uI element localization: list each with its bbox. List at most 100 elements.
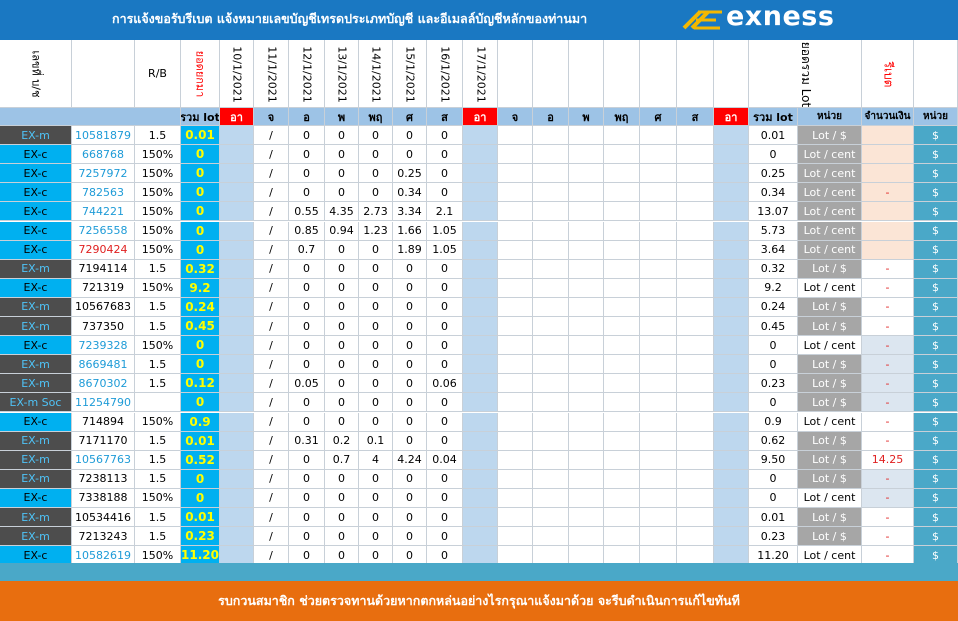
day-separator[interactable]: / [254, 374, 289, 394]
rebate-rate[interactable]: 150% [135, 145, 181, 165]
day-cell-empty[interactable] [640, 469, 677, 489]
day-cell-sun[interactable] [463, 221, 498, 241]
day-lot[interactable]: 0 [393, 336, 427, 356]
day-lot[interactable]: 0 [427, 412, 463, 432]
day-lot[interactable]: 0 [393, 355, 427, 375]
day-cell-empty[interactable] [604, 317, 640, 337]
currency-cell[interactable]: $ [914, 202, 958, 222]
day-lot[interactable]: 0.2 [325, 431, 359, 451]
header-cell[interactable] [640, 40, 677, 108]
total-lot[interactable]: 3.64 [749, 240, 798, 260]
day-lot[interactable]: 0 [359, 259, 393, 279]
day-lot[interactable]: 0.25 [393, 164, 427, 184]
account-number[interactable]: 714894 [72, 412, 135, 432]
day-cell-empty[interactable] [569, 508, 604, 528]
day-lot[interactable]: 0 [393, 374, 427, 394]
day-cell-empty[interactable] [569, 202, 604, 222]
day-cell-sun[interactable] [463, 336, 498, 356]
header-cell[interactable] [427, 40, 463, 108]
total-lot[interactable]: 0 [749, 355, 798, 375]
day-cell-empty[interactable] [677, 145, 714, 165]
header-cell[interactable] [181, 40, 220, 108]
subheader-total-lot[interactable]: รวม lot [181, 108, 220, 126]
day-cell-sun[interactable] [714, 221, 749, 241]
day-cell-empty[interactable] [677, 374, 714, 394]
day-lot[interactable]: 0 [325, 527, 359, 547]
day-lot[interactable]: 0 [427, 259, 463, 279]
account-type[interactable]: EX-c [0, 240, 72, 260]
account-number[interactable]: 7256558 [72, 221, 135, 241]
carried-lot[interactable]: 0 [181, 145, 220, 165]
day-cell-empty[interactable] [498, 183, 533, 203]
day-lot[interactable]: 0.85 [289, 221, 325, 241]
unit-cell[interactable]: Lot / cent [798, 240, 862, 260]
subheader-unit2[interactable]: หน่วย [914, 108, 958, 126]
day-cell-empty[interactable] [640, 393, 677, 413]
subheader-day[interactable]: อ [289, 108, 325, 126]
currency-cell[interactable]: $ [914, 393, 958, 413]
day-cell-sun[interactable] [463, 202, 498, 222]
day-separator[interactable]: / [254, 221, 289, 241]
day-lot[interactable]: 0.1 [359, 431, 393, 451]
account-type[interactable]: EX-c [0, 546, 72, 566]
day-lot[interactable]: 0 [427, 297, 463, 317]
day-cell-empty[interactable] [677, 278, 714, 298]
unit-cell[interactable]: Lot / cent [798, 278, 862, 298]
total-lot[interactable]: 9.50 [749, 450, 798, 470]
day-cell-empty[interactable] [569, 164, 604, 184]
day-cell-sun[interactable] [714, 126, 749, 146]
unit-cell[interactable]: Lot / $ [798, 259, 862, 279]
rebate-amount[interactable]: - [862, 183, 914, 203]
unit-cell[interactable]: Lot / cent [798, 488, 862, 508]
day-cell-empty[interactable] [498, 469, 533, 489]
day-lot[interactable]: 0 [393, 145, 427, 165]
carried-lot[interactable]: 0 [181, 488, 220, 508]
day-cell-empty[interactable] [533, 374, 569, 394]
subheader-day[interactable]: พ [325, 108, 359, 126]
account-number[interactable]: 7338188 [72, 488, 135, 508]
day-lot[interactable]: 0.94 [325, 221, 359, 241]
carried-lot[interactable]: 0 [181, 393, 220, 413]
day-lot[interactable]: 4.35 [325, 202, 359, 222]
day-cell-sun[interactable] [463, 240, 498, 260]
day-lot[interactable]: 0 [427, 488, 463, 508]
day-cell-sun[interactable] [714, 240, 749, 260]
rebate-amount[interactable]: - [862, 488, 914, 508]
rebate-amount[interactable]: - [862, 297, 914, 317]
day-lot[interactable]: 0 [325, 469, 359, 489]
day-cell-empty[interactable] [604, 336, 640, 356]
header-cell[interactable] [862, 40, 914, 108]
header-cell[interactable] [325, 40, 359, 108]
day-cell-sun[interactable] [463, 145, 498, 165]
day-cell-empty[interactable] [498, 412, 533, 432]
day-cell-empty[interactable] [569, 336, 604, 356]
rebate-rate[interactable]: 1.5 [135, 450, 181, 470]
day-separator[interactable]: / [254, 183, 289, 203]
subheader-day[interactable]: พฤ [359, 108, 393, 126]
day-lot[interactable]: 0.06 [427, 374, 463, 394]
day-cell-empty[interactable] [533, 145, 569, 165]
currency-cell[interactable]: $ [914, 317, 958, 337]
day-cell-empty[interactable] [569, 126, 604, 146]
account-number[interactable]: 11254790 [72, 393, 135, 413]
header-cell[interactable] [914, 40, 958, 108]
rebate-rate[interactable]: 150% [135, 183, 181, 203]
day-cell-empty[interactable] [533, 488, 569, 508]
unit-cell[interactable]: Lot / $ [798, 431, 862, 451]
rebate-rate[interactable]: 150% [135, 278, 181, 298]
carried-lot[interactable]: 0.45 [181, 317, 220, 337]
day-cell-sun[interactable] [463, 412, 498, 432]
day-cell-empty[interactable] [533, 164, 569, 184]
day-cell-empty[interactable] [533, 221, 569, 241]
day-cell-empty[interactable] [569, 297, 604, 317]
day-cell-empty[interactable] [604, 297, 640, 317]
day-lot[interactable]: 0 [427, 145, 463, 165]
day-cell-empty[interactable] [640, 431, 677, 451]
day-cell-empty[interactable] [533, 240, 569, 260]
header-cell[interactable] [677, 40, 714, 108]
rebate-rate[interactable]: 1.5 [135, 355, 181, 375]
day-cell-empty[interactable] [533, 355, 569, 375]
day-cell-empty[interactable] [604, 450, 640, 470]
day-cell-empty[interactable] [498, 527, 533, 547]
unit-cell[interactable]: Lot / $ [798, 508, 862, 528]
